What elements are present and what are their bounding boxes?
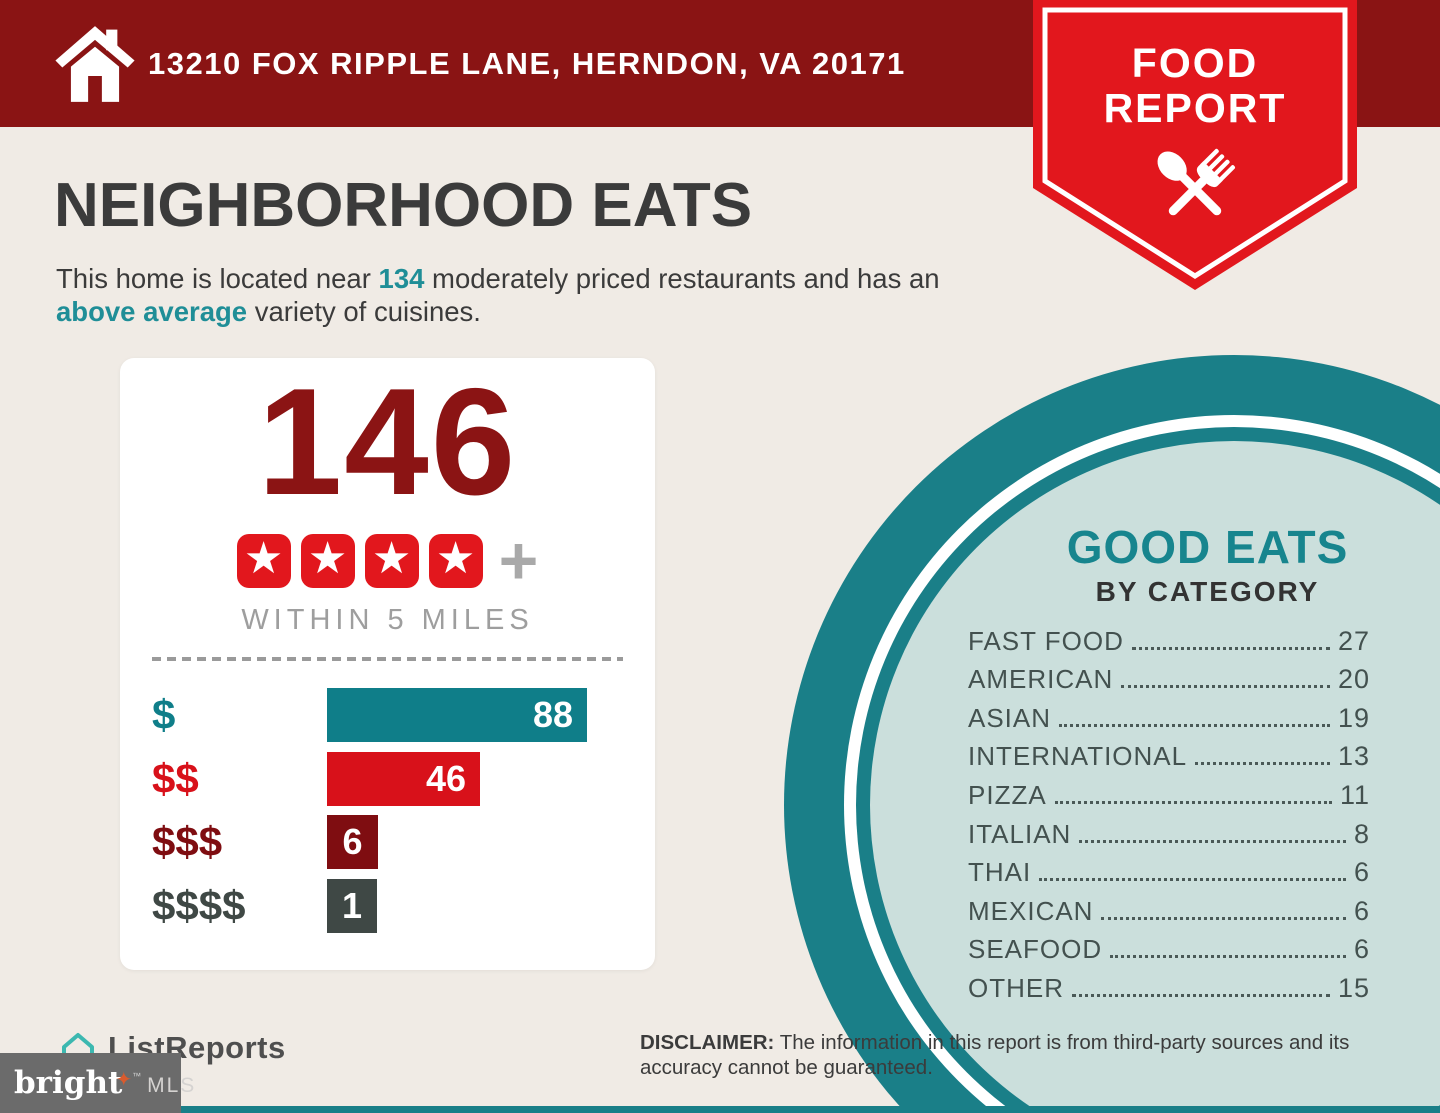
subtitle-post: variety of cuisines. (247, 296, 481, 327)
good-eats-subtitle: BY CATEGORY (1095, 576, 1320, 607)
category-list: FAST FOOD 27 AMERICAN 20 ASIAN 19 INTERNATIONA… (968, 618, 1370, 1004)
price-tier-row: $$$$ 1 (152, 878, 635, 933)
property-address: 13210 FOX RIPPLE LANE, HERNDON, VA 20171 (148, 46, 906, 81)
star-icon: ★ (364, 534, 419, 588)
category-value: 15 (1337, 972, 1370, 1003)
page-title: NEIGHBORHOOD EATS (54, 171, 753, 240)
star-icon: ★ (236, 534, 291, 588)
category-value: 6 (1353, 895, 1370, 926)
brightmls-wordmark: bright (14, 1065, 123, 1101)
price-tier-bar: 46 (327, 751, 480, 806)
category-row: SEAFOOD 6 (968, 927, 1370, 966)
price-tier-label: $$$ (152, 818, 223, 865)
brightmls-mls-label: MLS (147, 1074, 197, 1097)
price-tier-value: 46 (425, 757, 466, 799)
category-label: FAST FOOD (968, 625, 1124, 656)
good-eats-header: GOOD EATS BY CATEGORY (1000, 520, 1415, 608)
dotted-leader (1039, 878, 1346, 882)
category-value: 19 (1337, 702, 1370, 733)
subtitle-mid: moderately priced restaurants and has an (424, 263, 940, 294)
category-label: PIZZA (968, 779, 1047, 810)
category-label: MEXICAN (968, 895, 1094, 926)
price-tier-bar: 6 (327, 815, 378, 869)
dotted-leader (1059, 723, 1330, 727)
price-tier-bar: 88 (327, 688, 587, 742)
category-label: INTERNATIONAL (968, 741, 1188, 772)
dotted-leader (1195, 762, 1330, 766)
subtitle-pre: This home is located near (56, 263, 379, 294)
brightmls-star-icon: ✦ (115, 1068, 133, 1091)
restaurant-count-highlight: 134 (378, 263, 425, 294)
brightmls-logo: bright ✦ ™ MLS (0, 1053, 194, 1113)
food-report-badge: FOOD REPORT (1033, 0, 1357, 290)
home-icon (55, 26, 135, 102)
category-value: 27 (1337, 625, 1370, 656)
badge-title-line1: FOOD (1131, 40, 1259, 86)
category-value: 11 (1339, 779, 1370, 810)
dotted-leader (1121, 685, 1330, 689)
star-icon: ★ (428, 534, 483, 588)
category-row: FAST FOOD 27 (968, 618, 1370, 657)
star-icon: ★ (300, 534, 355, 588)
badge-title-line2: REPORT (1103, 85, 1287, 131)
price-tier-label: $$ (152, 754, 199, 802)
total-restaurants-number: 146 (257, 357, 518, 527)
dotted-leader (1110, 955, 1346, 959)
category-value: 20 (1337, 664, 1370, 695)
price-tier-value: 1 (341, 884, 363, 926)
price-tier-value: 88 (532, 694, 573, 735)
category-value: 6 (1353, 934, 1370, 965)
category-row: ITALIAN 8 (968, 811, 1370, 850)
dotted-leader (1054, 800, 1332, 804)
category-label: ITALIAN (968, 818, 1072, 849)
good-eats-title: GOOD EATS (1066, 521, 1349, 573)
category-label: AMERICAN (968, 664, 1114, 695)
category-row: PIZZA 11 (968, 772, 1370, 811)
spoon-fork-icon (1157, 148, 1236, 216)
price-tier-label: $ (152, 691, 176, 738)
category-label: ASIAN (968, 702, 1052, 733)
category-label: OTHER (968, 972, 1064, 1003)
badge-shield-shape (1033, 0, 1357, 290)
plus-sign: + (498, 523, 539, 599)
category-label: THAI (968, 857, 1032, 888)
disclaimer-label: DISCLAIMER: (640, 1031, 775, 1054)
brightmls-tm: ™ (132, 1071, 142, 1081)
star-rating: ★ ★ ★ ★ + (120, 523, 655, 599)
category-value: 13 (1337, 741, 1370, 772)
price-tier-label: $$$$ (152, 881, 246, 929)
disclaimer: DISCLAIMER: The information in this repo… (640, 1031, 1385, 1080)
price-tier-bar: 1 (327, 878, 377, 933)
page-subtitle: This home is located near 134 moderately… (56, 262, 1001, 328)
category-row: OTHER 15 (968, 965, 1370, 1004)
dotted-leader (1101, 916, 1346, 920)
category-row: MEXICAN 6 (968, 888, 1370, 927)
dotted-leader (1131, 646, 1330, 650)
dotted-leader (1072, 993, 1330, 997)
category-row: INTERNATIONAL 13 (968, 734, 1370, 773)
dotted-leader (1079, 839, 1346, 843)
radius-label: WITHIN 5 MILES (241, 604, 534, 636)
category-row: AMERICAN 20 (968, 657, 1370, 696)
category-row: THAI 6 (968, 850, 1370, 889)
price-tier-row: $$$ 6 (152, 815, 635, 869)
variety-highlight: above average (56, 296, 248, 327)
dashed-divider (152, 657, 623, 661)
category-label: SEAFOOD (968, 934, 1103, 965)
price-tier-row: $88 (152, 688, 635, 742)
price-tier-value: 6 (342, 821, 363, 862)
disclaimer-text: The information in this report is from t… (640, 1031, 1350, 1079)
price-tier-row: $$ 46 (152, 751, 635, 806)
restaurant-summary-card: 146 ★ ★ ★ ★ + WITHIN 5 MILES $88 $$ 46 $$$ 6 $$$$… (120, 358, 655, 970)
category-value: 6 (1353, 857, 1370, 888)
bottom-accent-bar (0, 1106, 1440, 1113)
category-row: ASIAN 19 (968, 695, 1370, 734)
category-value: 8 (1353, 818, 1370, 849)
